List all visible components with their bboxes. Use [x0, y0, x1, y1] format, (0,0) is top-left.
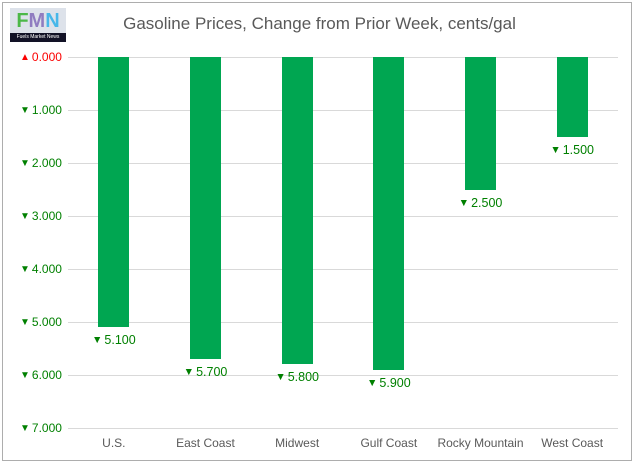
gridline: [68, 374, 618, 376]
bar-west-coast: [556, 57, 588, 137]
logo-tagline: Fuels Market News: [10, 33, 66, 42]
y-axis-tick-label: ▼ 6.000: [20, 367, 62, 384]
down-triangle-icon: ▼: [20, 264, 30, 275]
down-triangle-icon: ▼: [92, 334, 103, 347]
down-triangle-icon: ▼: [20, 370, 30, 381]
data-label-value: 5.800: [287, 370, 319, 385]
data-label-value: 1.500: [562, 142, 594, 157]
plot-area: ▼ 5.100 U.S. ▼ 5.700 East Coast ▼ 5.800 Midwest ▼…: [68, 56, 618, 450]
category-label: Midwest: [275, 436, 320, 450]
logo-letter: N: [45, 9, 60, 32]
down-triangle-icon: ▼: [20, 105, 30, 116]
logo-letter: M: [28, 9, 46, 32]
bar-data-label: ▼ 2.500: [421, 196, 541, 210]
y-tick-value: 4.000: [31, 262, 62, 276]
y-axis: ▲ 0.000 ▼ 1.000 ▼ 2.000 ▼ 3.000 ▼ 4.000 ▼ 5.000 ▼ 6.0…: [20, 50, 68, 435]
category-label: U.S.: [102, 436, 126, 450]
down-triangle-icon: ▼: [275, 371, 286, 384]
y-axis-tick-label: ▼ 4.000: [20, 261, 62, 278]
y-tick-value: 7.000: [31, 421, 62, 435]
bar-data-label: ▼ 1.500: [512, 143, 632, 157]
y-tick-value: 0.000: [31, 50, 62, 64]
y-tick-value: 2.000: [31, 156, 62, 170]
down-triangle-icon: ▼: [458, 196, 470, 209]
down-triangle-icon: ▼: [550, 143, 561, 156]
bar-gulf-coast: [373, 57, 405, 370]
y-axis-tick-label: ▼ 1.000: [20, 102, 62, 119]
y-axis-tick-label: ▼ 7.000: [20, 420, 62, 437]
down-triangle-icon: ▼: [366, 376, 378, 389]
up-triangle-icon: ▲: [20, 52, 30, 63]
bar-data-label: ▼ 5.100: [54, 333, 174, 347]
bar-rocky-mountain: [465, 57, 496, 190]
data-label-value: 5.900: [379, 375, 411, 390]
y-tick-value: 5.000: [31, 315, 62, 329]
gridline: [68, 268, 618, 270]
gridline: [68, 109, 618, 111]
bar-data-label: ▼ 5.800: [237, 370, 357, 384]
gridline: [68, 427, 618, 429]
category-label: East Coast: [176, 436, 235, 450]
y-axis-tick-label: ▼ 3.000: [20, 208, 62, 225]
category-label: Rocky Mountain: [437, 436, 524, 450]
category-label: West Coast: [541, 436, 604, 450]
gridline: [68, 56, 618, 58]
down-triangle-icon: ▼: [20, 158, 30, 169]
data-label-value: 5.100: [104, 333, 136, 348]
bar-midwest: [281, 57, 313, 365]
y-tick-value: 6.000: [31, 368, 62, 382]
y-axis-tick-label: ▼ 2.000: [20, 155, 62, 172]
bar-u-s: [98, 57, 130, 328]
gridline: [68, 215, 618, 217]
chart-title: Gasoline Prices, Change from Prior Week,…: [123, 14, 516, 33]
y-tick-value: 3.000: [31, 209, 62, 223]
down-triangle-icon: ▼: [183, 366, 195, 379]
logo-letter: F: [16, 9, 29, 32]
y-tick-value: 1.000: [31, 103, 62, 117]
gridline: [68, 321, 618, 323]
data-label-value: 5.700: [196, 365, 228, 380]
bar-east-coast: [190, 57, 221, 360]
category-label: Gulf Coast: [360, 436, 418, 450]
bar-data-label: ▼ 5.700: [146, 365, 266, 379]
y-axis-tick-label: ▼ 5.000: [20, 314, 62, 331]
down-triangle-icon: ▼: [20, 317, 30, 328]
down-triangle-icon: ▼: [20, 423, 30, 434]
gridline: [68, 162, 618, 164]
y-axis-tick-label: ▲ 0.000: [20, 49, 62, 66]
bar-data-label: ▼ 5.900: [329, 376, 449, 390]
data-label-value: 2.500: [471, 195, 503, 210]
down-triangle-icon: ▼: [20, 211, 30, 222]
